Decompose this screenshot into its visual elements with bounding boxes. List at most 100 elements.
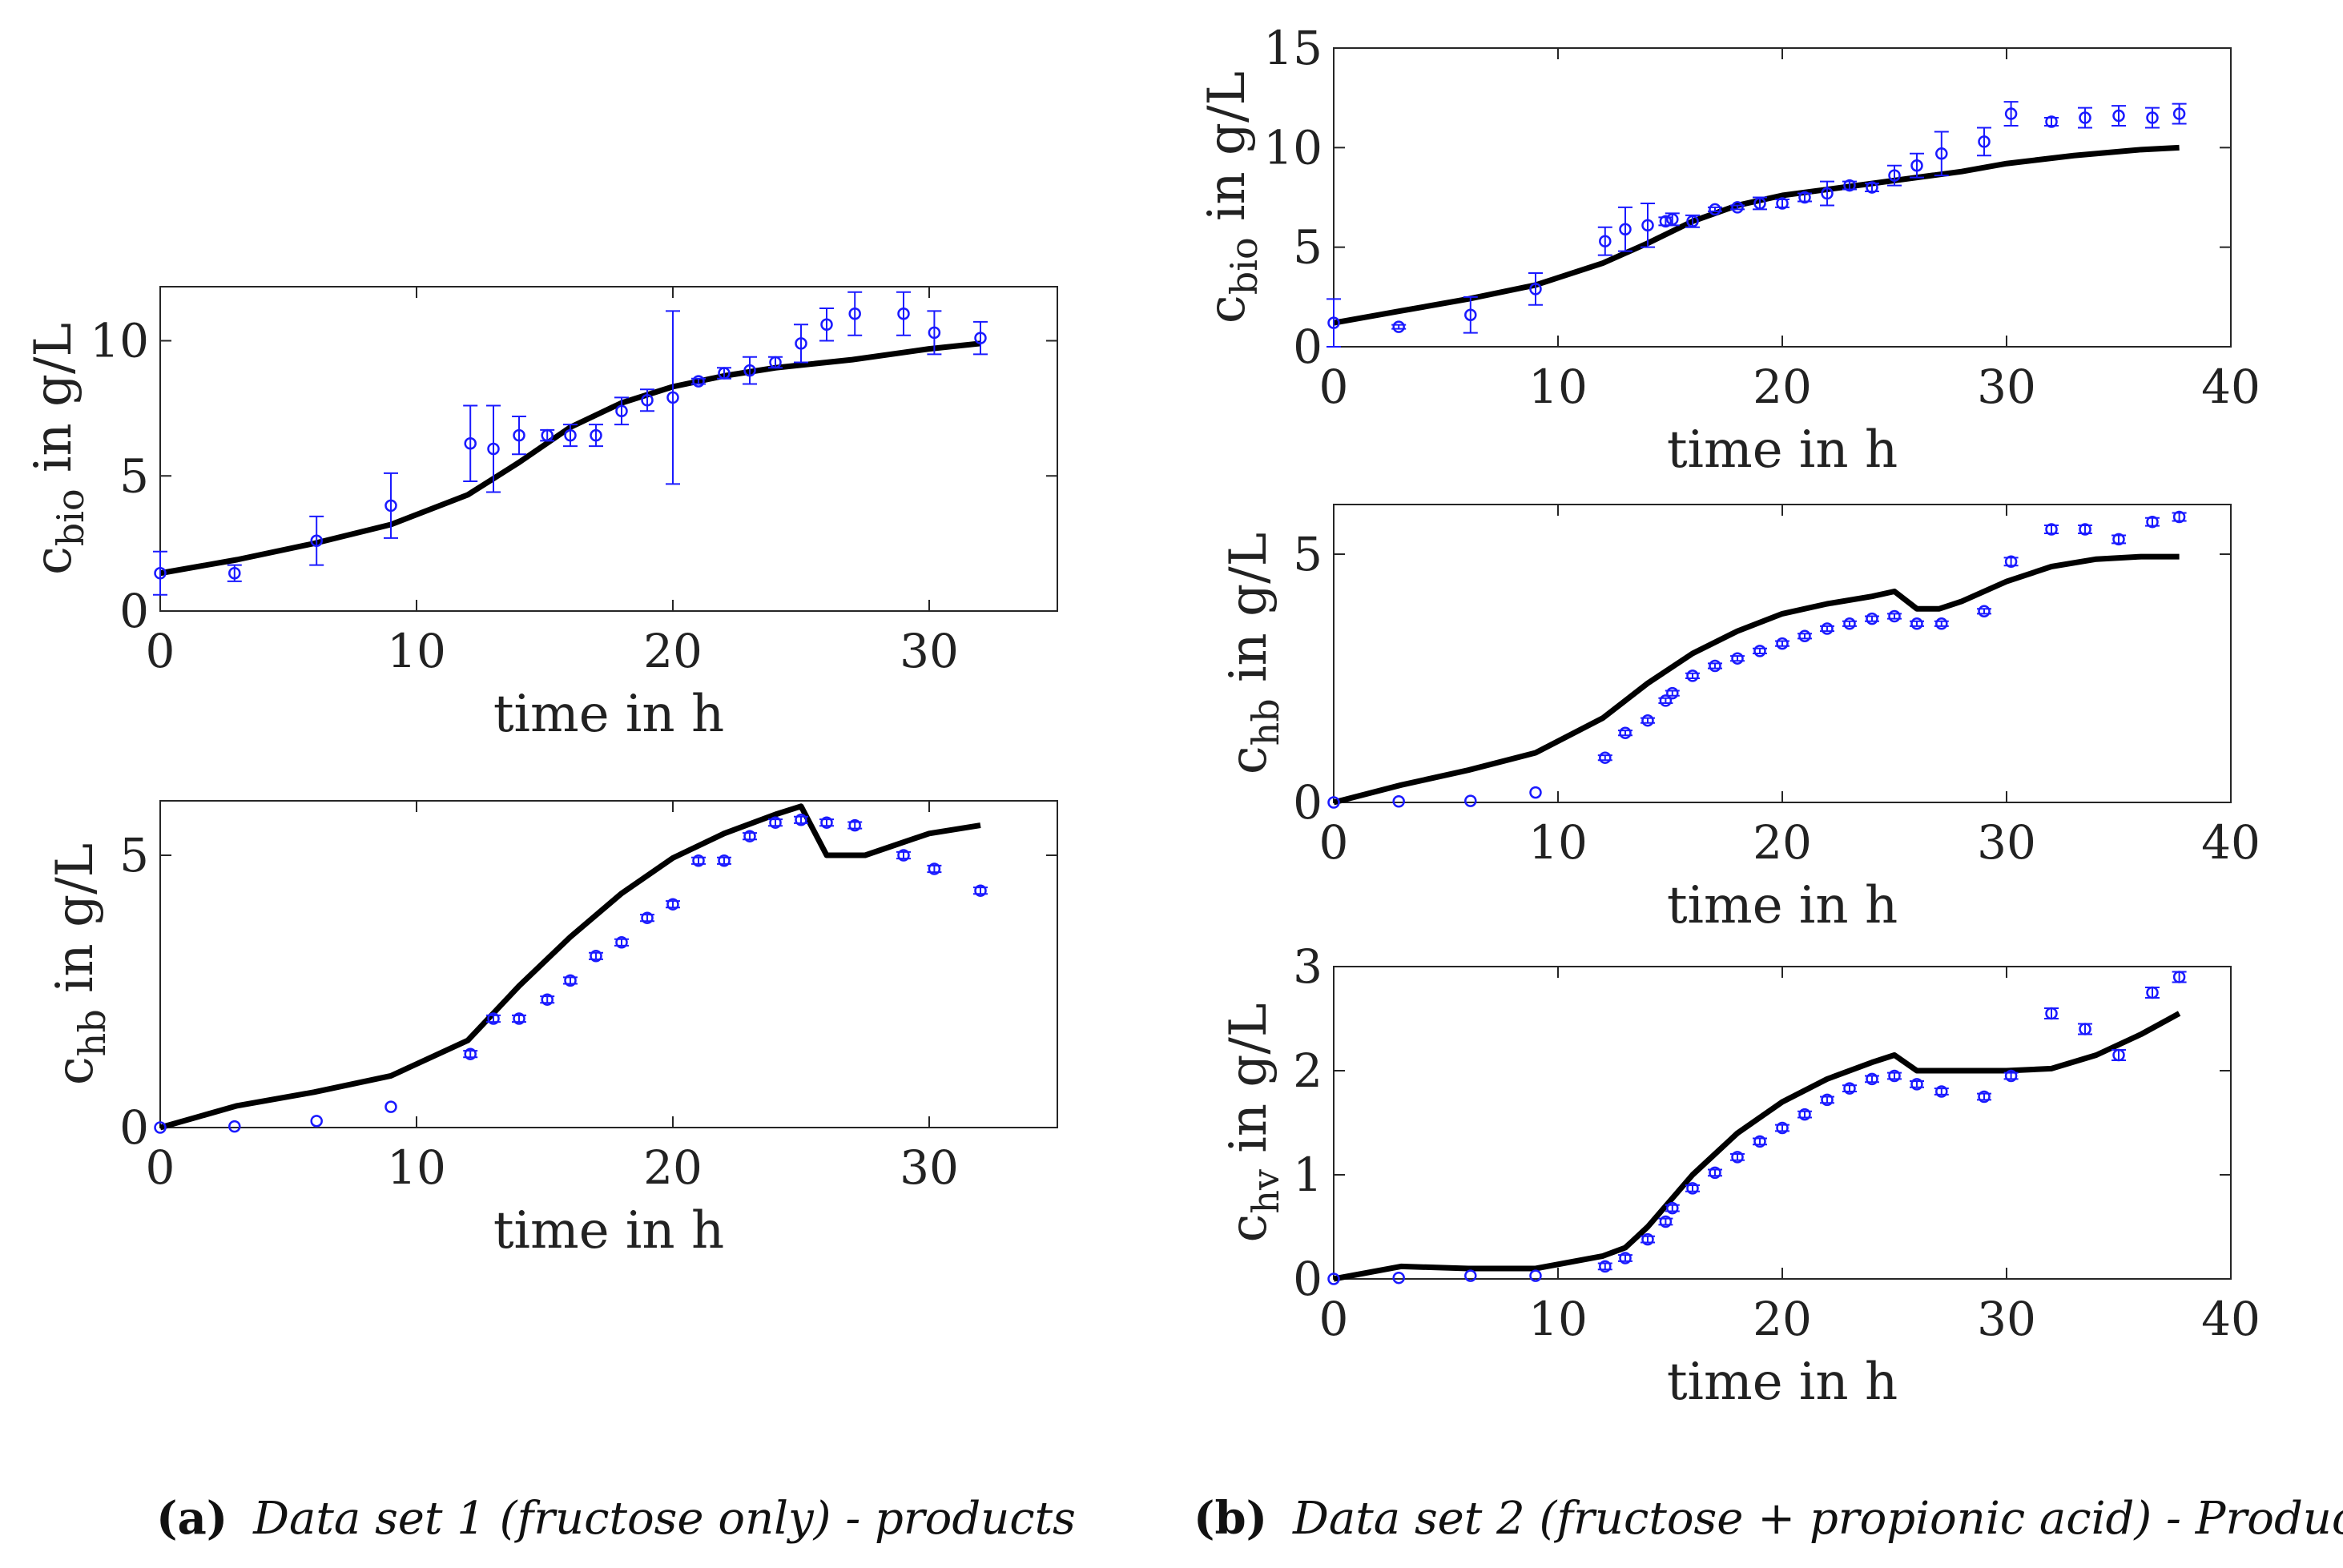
y-label-main: c: [24, 546, 83, 575]
x-tick-label: 20: [643, 1140, 702, 1195]
data-point: [615, 936, 628, 949]
y-tick-label: 10: [1263, 120, 1322, 175]
data-point: [1776, 637, 1789, 650]
data-point: [1392, 320, 1405, 333]
x-tick-label: 30: [1977, 1292, 2036, 1346]
data-point: [1529, 1269, 1542, 1282]
data-point: [228, 1120, 241, 1133]
data-point: [795, 814, 807, 826]
data-point: [1641, 714, 1654, 727]
data-point: [1978, 1090, 1991, 1104]
data-point: [1866, 181, 1878, 194]
y-label-main: c: [1219, 1214, 1278, 1243]
y-label-sub: bio: [49, 488, 92, 546]
caption-a-text: Data set 1 (fructose only) - products: [252, 1493, 1076, 1545]
caption-a: (a) Data set 1 (fructose only) - product…: [156, 1492, 1076, 1545]
data-point: [1599, 1260, 1612, 1273]
data-point: [1666, 1201, 1679, 1215]
data-point: [310, 1115, 323, 1128]
data-point: [1464, 308, 1477, 321]
data-point: [2004, 107, 2018, 120]
y-tick-label: 0: [1293, 775, 1322, 830]
data-point: [2079, 1023, 2091, 1035]
y-label-unit: in g/L: [46, 843, 105, 1009]
data-point: [2172, 971, 2186, 983]
data-point: [718, 367, 731, 380]
y-axis-label: chb in g/L: [46, 843, 114, 1085]
data-point: [1888, 609, 1901, 623]
data-point: [464, 437, 477, 450]
x-axis-label: time in h: [1667, 420, 1898, 480]
data-point: [1641, 1232, 1654, 1246]
y-label-unit: in g/L: [24, 323, 83, 488]
y-label-sub: hv: [1244, 1169, 1287, 1214]
data-point: [928, 326, 941, 340]
axes-frame: [159, 800, 1058, 1128]
data-point: [487, 442, 500, 456]
data-point: [1709, 1166, 1721, 1180]
y-tick-label: 5: [1293, 220, 1322, 275]
data-point: [2045, 1007, 2058, 1020]
y-axis-label: chb in g/L: [1219, 533, 1287, 774]
x-tick-label: 30: [900, 1140, 959, 1195]
y-label-main: c: [46, 1056, 105, 1085]
data-point: [513, 428, 525, 442]
data-point: [1776, 197, 1789, 210]
x-tick-label: 0: [146, 1140, 175, 1195]
x-tick-label: 0: [146, 624, 175, 678]
data-point: [641, 394, 654, 407]
data-point: [928, 862, 941, 875]
y-tick-label: 0: [1293, 320, 1322, 374]
y-label-main: c: [1198, 295, 1257, 324]
data-point: [1910, 1078, 1923, 1091]
data-point: [1327, 796, 1340, 809]
data-point: [1392, 795, 1405, 808]
data-point: [1731, 1151, 1744, 1164]
data-point: [2112, 109, 2125, 123]
data-point: [1753, 197, 1766, 210]
chart-b-hb: 0 10 20 30 40 0 5 time in h chb in g/L: [1219, 504, 2260, 935]
data-point: [2172, 107, 2186, 120]
data-point: [1529, 283, 1542, 296]
data-point: [1599, 751, 1612, 764]
y-axis-label: cbio in g/L: [24, 323, 92, 575]
data-point: [1529, 786, 1542, 799]
data-point: [974, 332, 987, 344]
x-axis-label: time in h: [1667, 1353, 1898, 1412]
data-point: [1753, 1135, 1766, 1148]
data-point: [718, 854, 731, 867]
data-point: [1821, 187, 1834, 200]
data-point: [1686, 669, 1699, 682]
data-point: [1798, 1108, 1811, 1121]
data-point: [1464, 1269, 1477, 1282]
data-point: [1464, 794, 1477, 807]
x-tick-label: 20: [1753, 360, 1812, 414]
data-point: [1798, 629, 1811, 643]
caption-b-tag: (b): [1194, 1492, 1267, 1545]
data-point: [820, 318, 833, 331]
data-point: [641, 911, 654, 924]
model-line: [1333, 1011, 2181, 1282]
data-point: [1686, 1182, 1699, 1195]
data-point: [2172, 510, 2186, 524]
y-label-sub: hb: [70, 1009, 114, 1056]
y-tick-label: 0: [119, 584, 149, 638]
data-point: [820, 816, 833, 829]
data-point: [1866, 1072, 1878, 1086]
y-tick-label: 5: [1293, 527, 1322, 581]
x-tick-label: 20: [1753, 1292, 1812, 1346]
data-point: [1731, 652, 1744, 665]
data-point: [464, 1047, 477, 1060]
y-tick-label: 5: [119, 448, 149, 503]
data-point: [1776, 1121, 1789, 1135]
x-tick-label: 0: [1319, 1292, 1349, 1346]
data-point: [1659, 215, 1673, 228]
y-axis-label: cbio in g/L: [1198, 71, 1266, 324]
data-point: [1659, 1215, 1673, 1228]
chart-b-hv: 0 10 20 30 40 0 1 2 3 time in h chv in g/L: [1219, 939, 2260, 1412]
data-point: [1666, 686, 1679, 700]
data-point: [1599, 235, 1612, 247]
data-point: [1935, 617, 1948, 630]
data-point: [1619, 1252, 1632, 1264]
